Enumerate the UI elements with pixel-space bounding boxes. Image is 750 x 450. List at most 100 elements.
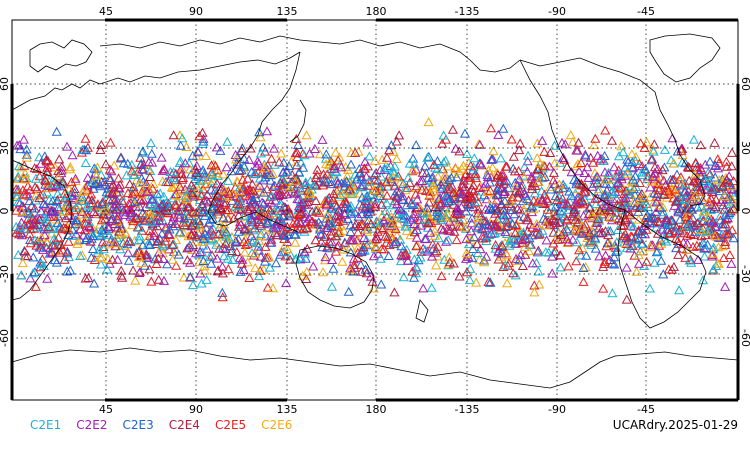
observation-marker [278, 230, 289, 240]
observation-marker [440, 192, 451, 202]
observation-marker [592, 171, 603, 181]
observation-marker [176, 206, 187, 216]
observation-marker [190, 236, 201, 246]
observation-marker [584, 227, 595, 237]
observation-marker [183, 208, 194, 219]
observation-marker [291, 160, 302, 170]
map-area [10, 18, 740, 402]
observation-marker [190, 173, 201, 183]
observation-marker [149, 227, 160, 237]
observation-marker [53, 232, 64, 242]
observation-marker [452, 208, 463, 218]
observation-marker [217, 287, 228, 297]
observation-marker [93, 245, 104, 255]
observation-marker [272, 216, 283, 226]
observation-marker [670, 184, 681, 194]
lat-tick-left-label: 60 [0, 77, 11, 91]
observation-marker [363, 204, 374, 214]
observation-marker [344, 186, 355, 196]
observation-marker [26, 200, 37, 210]
observation-marker [339, 181, 350, 191]
observation-markers [11, 116, 739, 304]
observation-marker [257, 197, 268, 207]
observation-marker [170, 218, 181, 228]
observation-marker [325, 156, 336, 166]
observation-marker [345, 247, 356, 257]
observation-marker [144, 264, 155, 274]
observation-marker [72, 238, 83, 248]
observation-marker [573, 137, 584, 147]
observation-marker [474, 139, 485, 149]
observation-marker [497, 241, 508, 251]
observation-marker [674, 214, 686, 224]
observation-marker [618, 193, 629, 203]
observation-marker [28, 252, 39, 262]
observation-marker [52, 217, 63, 227]
observation-marker [321, 200, 332, 210]
observation-marker [432, 163, 443, 173]
observation-marker [118, 205, 129, 215]
observation-marker [467, 213, 478, 223]
observation-marker [432, 171, 444, 181]
observation-marker [388, 238, 399, 249]
observation-marker [66, 176, 77, 187]
observation-marker [534, 173, 545, 183]
observation-marker [708, 264, 719, 274]
observation-marker [727, 225, 738, 235]
observation-marker [116, 270, 127, 280]
observation-marker [427, 239, 438, 249]
observation-marker [72, 235, 84, 246]
observation-marker [330, 147, 341, 157]
observation-marker [680, 158, 691, 168]
observation-marker [362, 224, 373, 234]
observation-marker [569, 204, 580, 214]
legend: C2E1 C2E2 C2E3 C2E4 C2E5 C2E6 [30, 418, 292, 432]
observation-marker [58, 206, 69, 216]
observation-marker [107, 204, 118, 214]
observation-marker [269, 159, 280, 169]
observation-marker [155, 188, 166, 198]
observation-marker [545, 181, 556, 191]
observation-marker [715, 210, 726, 220]
observation-marker [333, 155, 344, 165]
observation-marker [573, 217, 584, 227]
observation-marker [357, 245, 368, 255]
observation-marker [659, 144, 670, 154]
observation-marker [17, 258, 28, 268]
observation-marker [40, 174, 51, 184]
observation-marker [13, 171, 24, 181]
lat-ticks-left: 60 30 0 -30 -60 [0, 77, 11, 347]
observation-marker [620, 229, 631, 239]
observation-marker [388, 146, 399, 156]
observation-marker [355, 168, 366, 178]
coastline-greenland [649, 33, 721, 83]
observation-marker [96, 139, 107, 149]
observation-marker [696, 164, 707, 174]
observation-marker [526, 181, 538, 191]
observation-marker [388, 168, 399, 178]
observation-marker [189, 229, 200, 239]
observation-marker [359, 163, 370, 173]
observation-marker [30, 182, 41, 192]
observation-marker [19, 223, 30, 233]
legend-item-c2e3: C2E3 [122, 418, 154, 432]
observation-marker [282, 166, 293, 176]
legend-item-c2e4: C2E4 [168, 418, 200, 432]
observation-marker [481, 194, 492, 204]
observation-marker [358, 241, 369, 252]
observation-marker [196, 190, 207, 200]
observation-marker [320, 255, 331, 265]
observation-marker [178, 272, 189, 282]
observation-marker [199, 265, 210, 275]
observation-marker [255, 132, 266, 142]
observation-marker [720, 281, 731, 291]
observation-marker [87, 243, 99, 253]
observation-marker [422, 222, 434, 232]
observation-marker [621, 214, 632, 224]
observation-marker [226, 232, 238, 242]
observation-marker [344, 183, 355, 193]
observation-marker [318, 169, 329, 179]
observation-marker [116, 195, 128, 205]
observation-marker [516, 182, 527, 192]
observation-marker [360, 195, 371, 205]
